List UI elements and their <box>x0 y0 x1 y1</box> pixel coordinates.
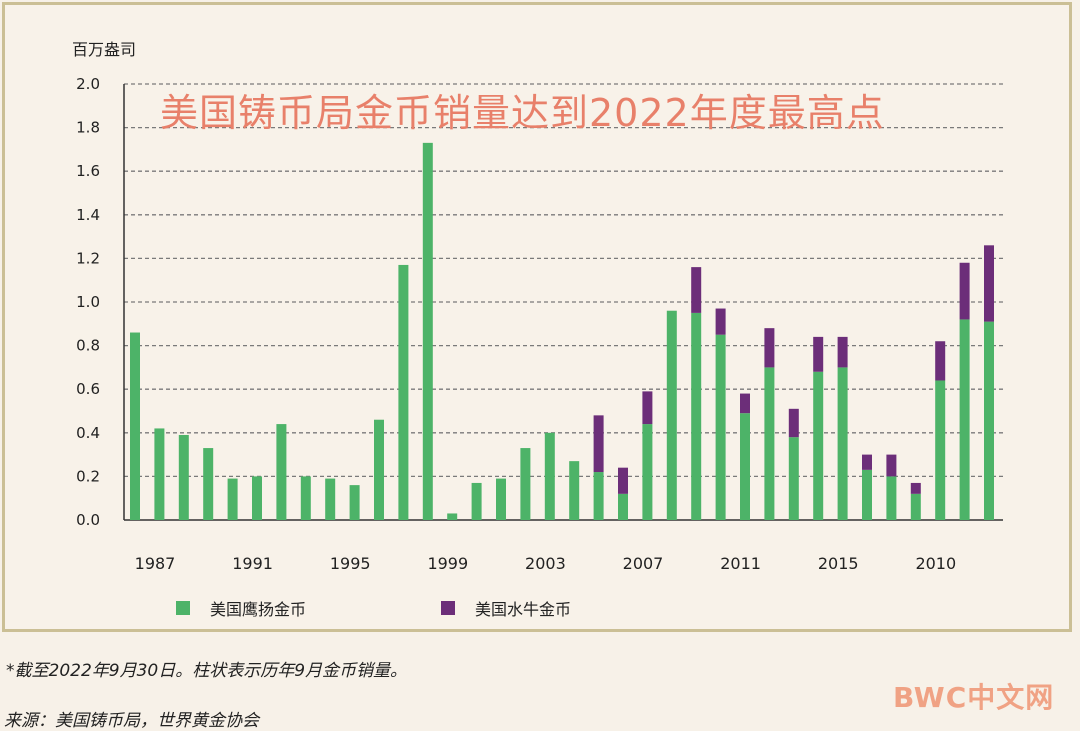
bar-eagle <box>593 472 604 520</box>
bar-eagle <box>154 428 165 520</box>
bar-buffalo <box>618 467 628 494</box>
bar-buffalo <box>935 341 946 381</box>
legend-swatch-buffalo <box>441 601 455 615</box>
bar-eagle <box>862 469 872 520</box>
y-tick-label: 0.8 <box>76 337 100 355</box>
bar-buffalo <box>813 336 824 372</box>
bar-buffalo <box>862 454 872 470</box>
bar-eagle <box>837 367 848 520</box>
watermark: BWC中文网 <box>893 681 1055 714</box>
stacked-bar-chart: 0.0 0.2 0.4 0.6 0.8 1.0 1.2 1.4 1.6 1.8 2.0 1987 199… <box>76 75 1003 573</box>
bar-eagle <box>447 513 458 520</box>
y-tick-label: 1.4 <box>76 206 100 224</box>
y-tick-label: 0.2 <box>76 467 100 485</box>
y-tick-label: 1.8 <box>76 119 100 137</box>
bar-eagle <box>764 367 775 520</box>
bar-eagle <box>886 476 897 520</box>
x-tick-label: 2010 <box>915 554 956 573</box>
legend-item-buffalo: 美国水牛金币 <box>441 596 571 620</box>
bar-eagle <box>496 478 506 520</box>
bar-eagle <box>935 380 946 520</box>
bar-eagle <box>959 319 970 520</box>
bar-eagle <box>569 461 580 520</box>
bar-eagle <box>715 334 726 520</box>
bar-eagle <box>666 310 677 520</box>
bar-buffalo <box>764 328 775 368</box>
bar-buffalo <box>910 482 921 494</box>
x-tick-label: 1999 <box>427 554 468 573</box>
footnote: *截至2022年9月30日。柱状表示历年9月金币销量。 <box>6 661 408 681</box>
bar-buffalo <box>691 267 702 313</box>
bar-buffalo <box>886 454 897 477</box>
chart-frame <box>2 2 1072 632</box>
bar-eagle <box>544 432 555 520</box>
chart-title: 美国铸币局金币销量达到2022年度最高点 <box>160 91 885 135</box>
y-axis-unit-label: 百万盎司 <box>72 40 137 59</box>
bar-eagle <box>300 476 311 520</box>
y-tick-label: 1.6 <box>76 162 100 180</box>
legend-label-eagle: 美国鹰扬金币 <box>210 600 307 619</box>
bar-buffalo <box>837 336 848 368</box>
legend-item-eagle: 美国鹰扬金币 <box>176 596 306 620</box>
bar-eagle <box>788 437 799 520</box>
bar-eagle <box>422 142 433 521</box>
x-tick-label: 2011 <box>720 554 761 573</box>
bar-eagle <box>374 419 384 520</box>
bar-eagle <box>276 424 287 520</box>
x-tick-label: 2003 <box>525 554 566 573</box>
y-tick-label: 1.2 <box>76 249 100 267</box>
bar-eagle <box>325 478 336 520</box>
source-note: 来源：美国铸币局，世界黄金协会 <box>4 711 259 731</box>
bar-eagle <box>398 264 409 520</box>
bar-buffalo <box>959 262 970 320</box>
x-tick-label: 2007 <box>623 554 664 573</box>
y-tick-label: 0.6 <box>76 380 100 398</box>
y-tick-label: 0.0 <box>76 511 100 529</box>
bar-buffalo <box>715 308 726 335</box>
y-tick-label: 2.0 <box>76 75 100 93</box>
bar-eagle <box>813 371 824 520</box>
bar-eagle <box>642 424 653 520</box>
bar-eagle <box>227 478 238 520</box>
legend-swatch-eagle <box>176 601 190 615</box>
y-tick-label: 1.0 <box>76 293 100 311</box>
bar-eagle <box>252 476 262 520</box>
x-tick-label: 1995 <box>330 554 371 573</box>
bar-buffalo <box>984 245 994 322</box>
bar-eagle <box>910 493 921 520</box>
legend-label-buffalo: 美国水牛金币 <box>475 600 572 619</box>
bar-eagle <box>740 413 750 520</box>
y-tick-label: 0.4 <box>76 424 100 442</box>
bar-eagle <box>178 434 189 520</box>
bar-eagle <box>520 448 531 520</box>
bar-buffalo <box>642 391 653 425</box>
x-tick-label: 2015 <box>818 554 859 573</box>
bar-buffalo <box>740 393 750 414</box>
bar-eagle <box>691 312 702 520</box>
x-tick-label: 1987 <box>135 554 176 573</box>
bar-eagle <box>471 482 482 520</box>
bar-eagle <box>349 485 360 520</box>
bar-eagle <box>984 321 994 520</box>
bar-eagle <box>203 448 214 520</box>
bar-eagle <box>130 332 140 520</box>
bar-buffalo <box>788 408 799 438</box>
bar-buffalo <box>593 415 604 473</box>
x-tick-label: 1991 <box>232 554 273 573</box>
bar-eagle <box>618 493 628 520</box>
